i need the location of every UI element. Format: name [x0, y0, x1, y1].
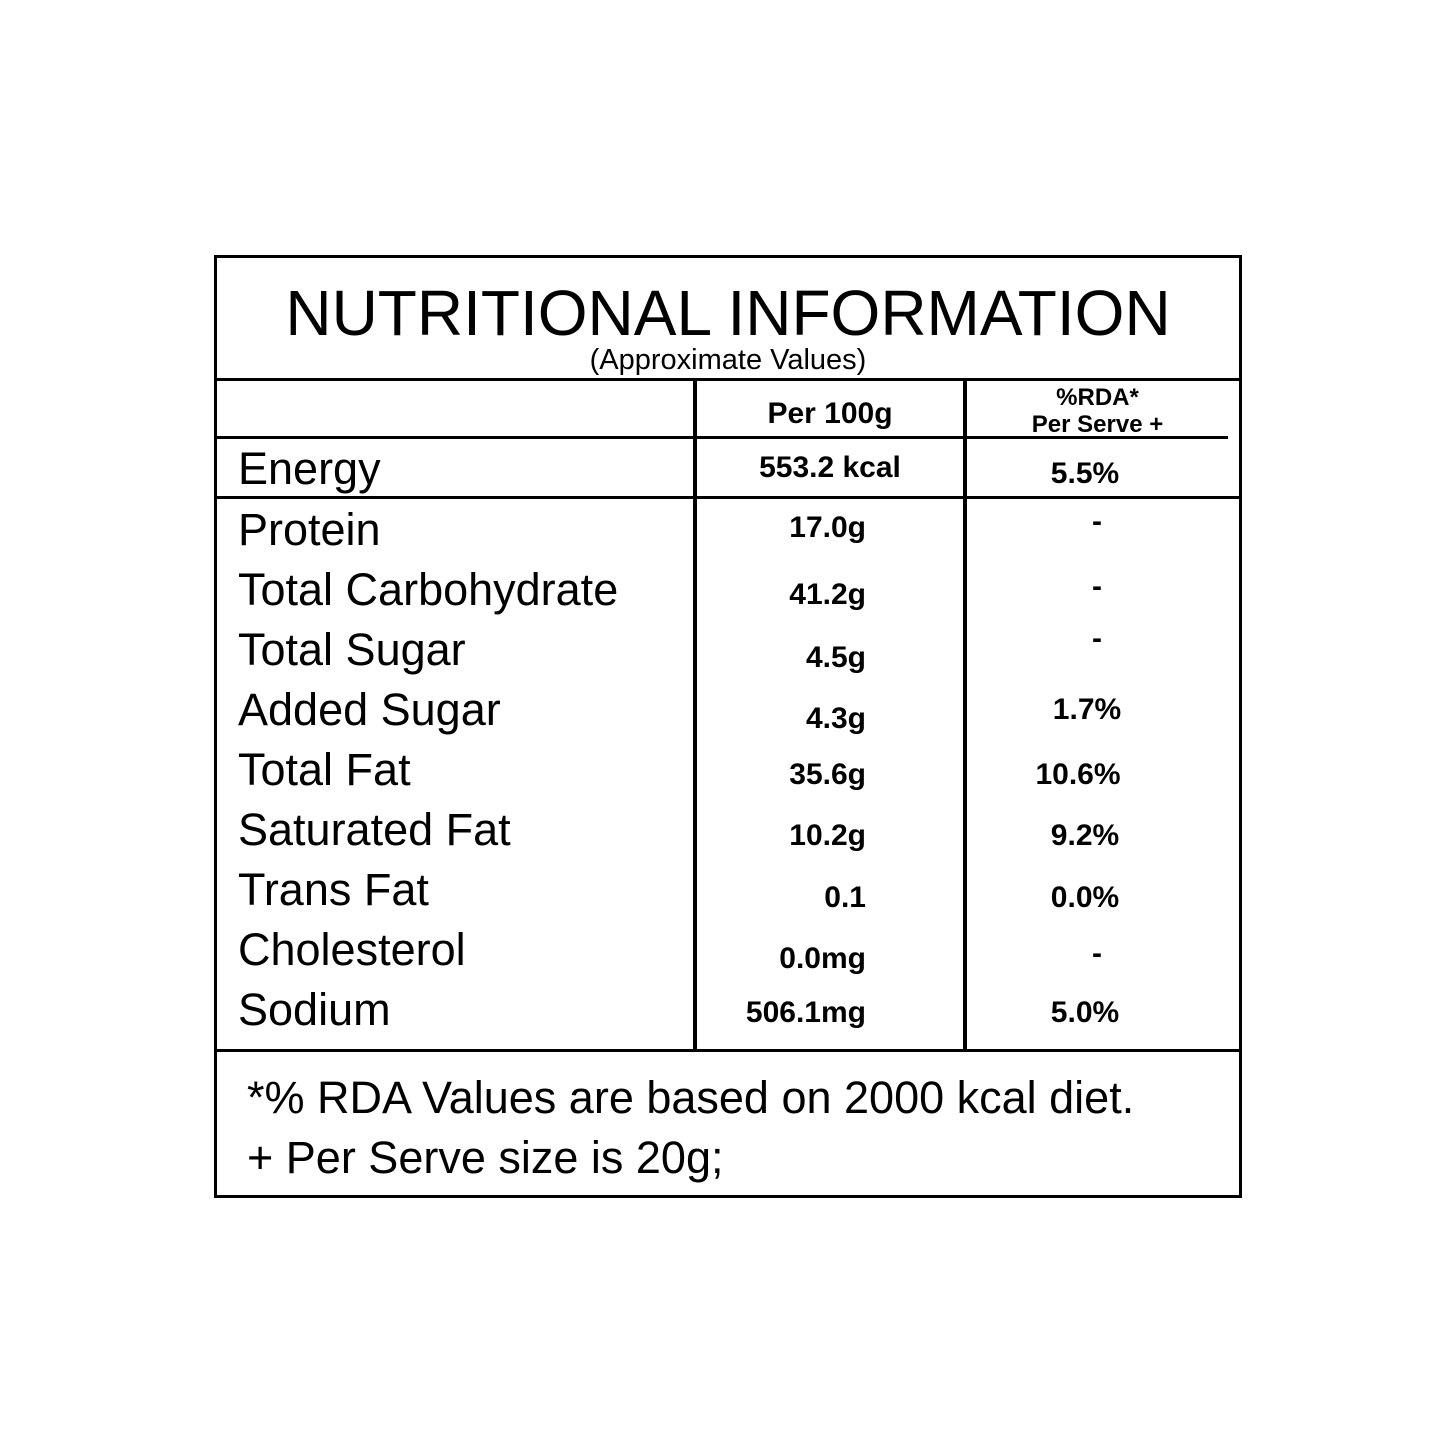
column-header-rda-line1: %RDA* [1056, 384, 1139, 411]
nutrient-name: Total Fat [238, 744, 411, 795]
nutrient-value: 10.2g [789, 819, 866, 852]
column-header-rda-line2: Per Serve + [1031, 411, 1164, 438]
column-divider-2 [963, 378, 967, 1052]
nutrient-value: 0.0mg [779, 942, 866, 975]
column-header-per100g: Per 100g [767, 397, 893, 430]
panel-subtitle: (Approximate Values) [589, 344, 867, 376]
panel-title: NUTRITIONAL INFORMATION [285, 277, 1171, 349]
nutrient-value: 4.5g [805, 641, 866, 674]
nutrient-rda: - [1092, 570, 1102, 603]
nutrition-panel: NUTRITIONAL INFORMATION (Approximate Val… [214, 255, 1242, 1198]
nutrient-name: Sodium [238, 984, 391, 1035]
nutrient-value: 17.0g [789, 511, 866, 544]
nutrient-name: Cholesterol [238, 924, 466, 975]
nutrient-name: Saturated Fat [238, 804, 511, 855]
nutrient-value: 506.1mg [745, 996, 866, 1029]
nutrient-rda: - [1092, 622, 1102, 655]
footnote-serve-size: + Per Serve size is 20g; [247, 1132, 724, 1183]
nutrient-value: 0.1 [824, 881, 866, 914]
rule-below-header-left [217, 436, 967, 439]
nutrient-name: Trans Fat [238, 864, 429, 915]
nutrient-name: Added Sugar [238, 684, 501, 735]
nutrient-rda: - [1092, 505, 1102, 538]
energy-value: 553.2 kcal [759, 451, 901, 484]
nutrient-rda: 0.0% [1050, 881, 1120, 914]
nutrient-value: 4.3g [805, 702, 866, 735]
rule-below-header-rda [967, 436, 1228, 439]
energy-label: Energy [238, 443, 381, 494]
rule-below-energy [217, 496, 1239, 499]
nutrient-rda: 10.6% [1035, 758, 1121, 791]
footnote-rda-basis: *% RDA Values are based on 2000 kcal die… [247, 1072, 1135, 1123]
nutrient-rda: - [1092, 937, 1102, 970]
nutrient-value: 35.6g [789, 758, 866, 791]
nutrient-rda: 5.0% [1050, 996, 1120, 1029]
energy-rda: 5.5% [1050, 457, 1120, 490]
rule-above-footnotes [217, 1049, 1239, 1052]
column-divider-1 [693, 378, 697, 1052]
nutrient-rda: 9.2% [1050, 819, 1120, 852]
rule-below-title [217, 378, 1239, 381]
nutrient-value: 41.2g [789, 578, 866, 611]
nutrient-name: Total Sugar [238, 624, 466, 675]
nutrient-name: Total Carbohydrate [238, 564, 619, 615]
nutrient-name: Protein [238, 504, 381, 555]
nutrient-rda: 1.7% [1052, 693, 1122, 726]
